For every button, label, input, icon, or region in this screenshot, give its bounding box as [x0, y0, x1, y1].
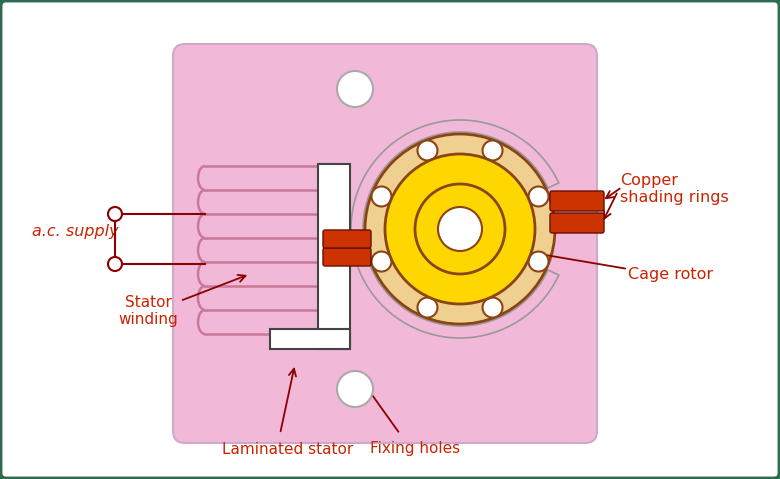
FancyBboxPatch shape	[323, 248, 371, 266]
Circle shape	[417, 297, 438, 318]
FancyBboxPatch shape	[550, 213, 604, 233]
Circle shape	[385, 154, 535, 304]
Circle shape	[108, 207, 122, 221]
FancyBboxPatch shape	[323, 230, 371, 248]
Circle shape	[415, 184, 505, 274]
Bar	[270, 329, 350, 349]
Circle shape	[337, 71, 373, 107]
Text: Cage rotor: Cage rotor	[628, 266, 713, 282]
Circle shape	[529, 251, 548, 272]
Circle shape	[365, 134, 555, 324]
Bar	[318, 164, 350, 349]
Circle shape	[417, 140, 438, 160]
Circle shape	[529, 186, 548, 206]
Text: Laminated stator: Laminated stator	[222, 442, 353, 456]
Circle shape	[483, 297, 502, 318]
Text: a.c. supply: a.c. supply	[32, 224, 119, 239]
Circle shape	[371, 186, 392, 206]
Polygon shape	[351, 120, 558, 338]
FancyBboxPatch shape	[550, 191, 604, 211]
FancyBboxPatch shape	[173, 44, 597, 443]
Circle shape	[438, 207, 482, 251]
Text: Fixing holes: Fixing holes	[370, 442, 460, 456]
Circle shape	[108, 257, 122, 271]
Circle shape	[371, 251, 392, 272]
Circle shape	[483, 140, 502, 160]
Text: Stator
winding: Stator winding	[118, 295, 178, 327]
Text: Copper
shading rings: Copper shading rings	[620, 173, 729, 205]
Circle shape	[337, 371, 373, 407]
